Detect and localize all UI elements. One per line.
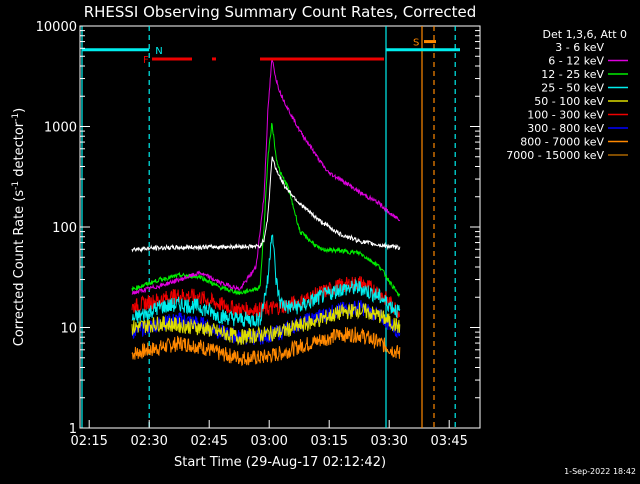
flag-label: S bbox=[413, 38, 419, 49]
legend-label: 3 - 6 keV bbox=[555, 41, 604, 54]
x-tick-label: 02:45 bbox=[190, 434, 227, 449]
x-tick-label: 03:30 bbox=[370, 434, 407, 449]
plot-area bbox=[79, 25, 481, 429]
y-axis-label-mid: detector bbox=[12, 121, 27, 181]
y-axis-label: Corrected Count Rate (s-1 detector-1) bbox=[11, 108, 27, 346]
x-tick-label: 03:45 bbox=[430, 434, 467, 449]
legend-label: 12 - 25 keV bbox=[541, 68, 604, 81]
y-tick-label: 10 bbox=[60, 322, 77, 337]
legend-label: 6 - 12 keV bbox=[548, 55, 604, 68]
legend-label: 800 - 7000 keV bbox=[520, 136, 604, 149]
y-axis: 1 10 100 1000 10000 bbox=[36, 20, 480, 437]
y-axis-label-sup1: -1 bbox=[11, 181, 21, 190]
series-group bbox=[131, 57, 401, 367]
y-tick-label: 10000 bbox=[36, 20, 77, 35]
x-tick-label: 02:30 bbox=[130, 434, 167, 449]
flag-bars: NF S bbox=[82, 38, 460, 66]
y-tick-label: 1000 bbox=[44, 121, 77, 136]
legend-label: 100 - 300 keV bbox=[527, 109, 604, 122]
legend-label: 25 - 50 keV bbox=[541, 82, 604, 95]
footer-timestamp: 1-Sep-2022 18:42 bbox=[564, 467, 636, 476]
x-tick-label: 03:00 bbox=[250, 434, 287, 449]
series-line-6-12-kev bbox=[131, 57, 401, 295]
vertical-markers bbox=[81, 26, 456, 428]
series-line-3-6-kev bbox=[131, 156, 401, 253]
flag-label: F bbox=[143, 55, 149, 66]
legend-label: 300 - 800 keV bbox=[527, 122, 604, 135]
series-line-800-7000-kev bbox=[131, 326, 401, 367]
legend-label: 50 - 100 keV bbox=[534, 95, 604, 108]
series-line-25-50-kev bbox=[131, 234, 401, 328]
y-axis-label-sup2: -1 bbox=[11, 113, 21, 122]
x-tick-label: 03:15 bbox=[310, 434, 347, 449]
series-line-12-25-kev bbox=[131, 122, 401, 298]
x-axis: 02:15 02:30 02:45 03:00 03:15 03:30 03:45 bbox=[70, 420, 468, 449]
x-tick-label: 02:15 bbox=[70, 434, 107, 449]
flag-label: N bbox=[155, 46, 162, 57]
legend-label: 7000 - 15000 keV bbox=[506, 149, 604, 162]
y-tick-label: 100 bbox=[52, 221, 77, 236]
y-axis-label-main: Corrected Count Rate (s bbox=[12, 190, 27, 347]
legend-title: Det 1,3,6, Att 0 bbox=[543, 28, 627, 41]
chart-title: RHESSI Observing Summary Count Rates, Co… bbox=[84, 3, 477, 21]
x-axis-label: Start Time (29-Aug-17 02:12:42) bbox=[174, 455, 386, 470]
series-line-100-300-kev bbox=[131, 276, 400, 319]
series-line-300-800-kev bbox=[131, 300, 401, 346]
y-tick-label: 1 bbox=[69, 422, 77, 437]
series-line-50-100-kev bbox=[131, 302, 401, 346]
y-axis-label-end: ) bbox=[12, 108, 27, 113]
